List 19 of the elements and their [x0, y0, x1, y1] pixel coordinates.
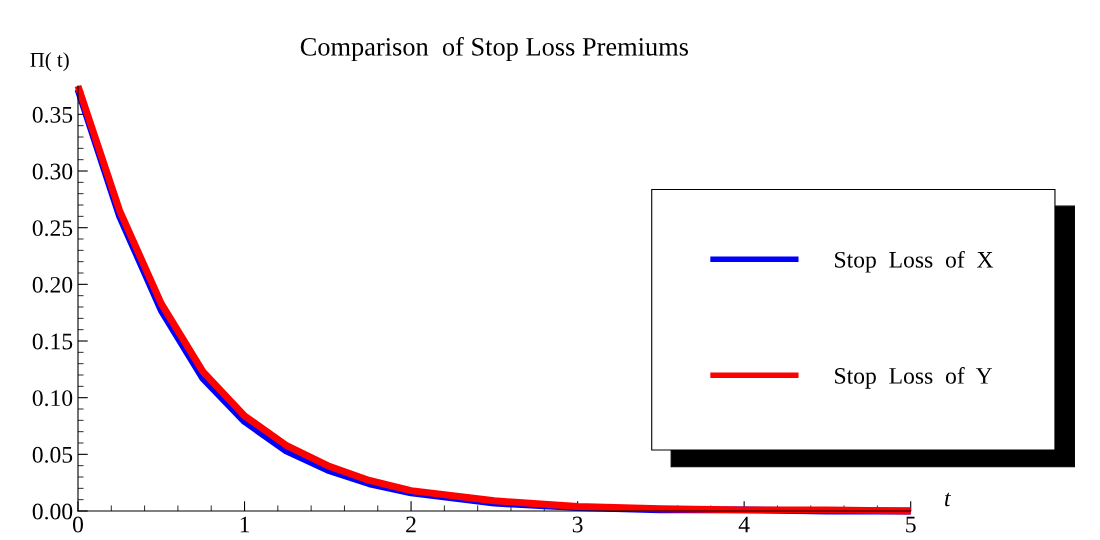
chart-title: Comparison of Stop Loss Premiums — [300, 36, 689, 62]
y-tick-label: 0.30 — [32, 163, 73, 180]
y-tick-label: 0.25 — [32, 220, 73, 237]
x-tick-label: 0 — [72, 516, 83, 533]
x-tick-label: 3 — [572, 516, 583, 533]
legend-label: Stop Loss of Y — [835, 366, 993, 389]
x-axis-title: t — [945, 492, 952, 507]
x-tick-label: 4 — [738, 516, 750, 533]
y-tick-label: 0.05 — [32, 446, 73, 463]
y-tick-label: 0.10 — [32, 390, 73, 407]
legend-label: Stop Loss of X — [835, 250, 994, 273]
y-tick-label: 0.00 — [32, 503, 73, 520]
y-axis-title: Π( t) — [30, 52, 69, 72]
y-tick-label: 0.15 — [32, 333, 73, 350]
x-tick-label: 5 — [906, 516, 916, 533]
y-tick-label: 0.35 — [32, 106, 73, 123]
x-tick-label: 1 — [240, 516, 250, 533]
y-tick-label: 0.20 — [32, 276, 73, 293]
x-tick-label: 2 — [406, 516, 416, 533]
